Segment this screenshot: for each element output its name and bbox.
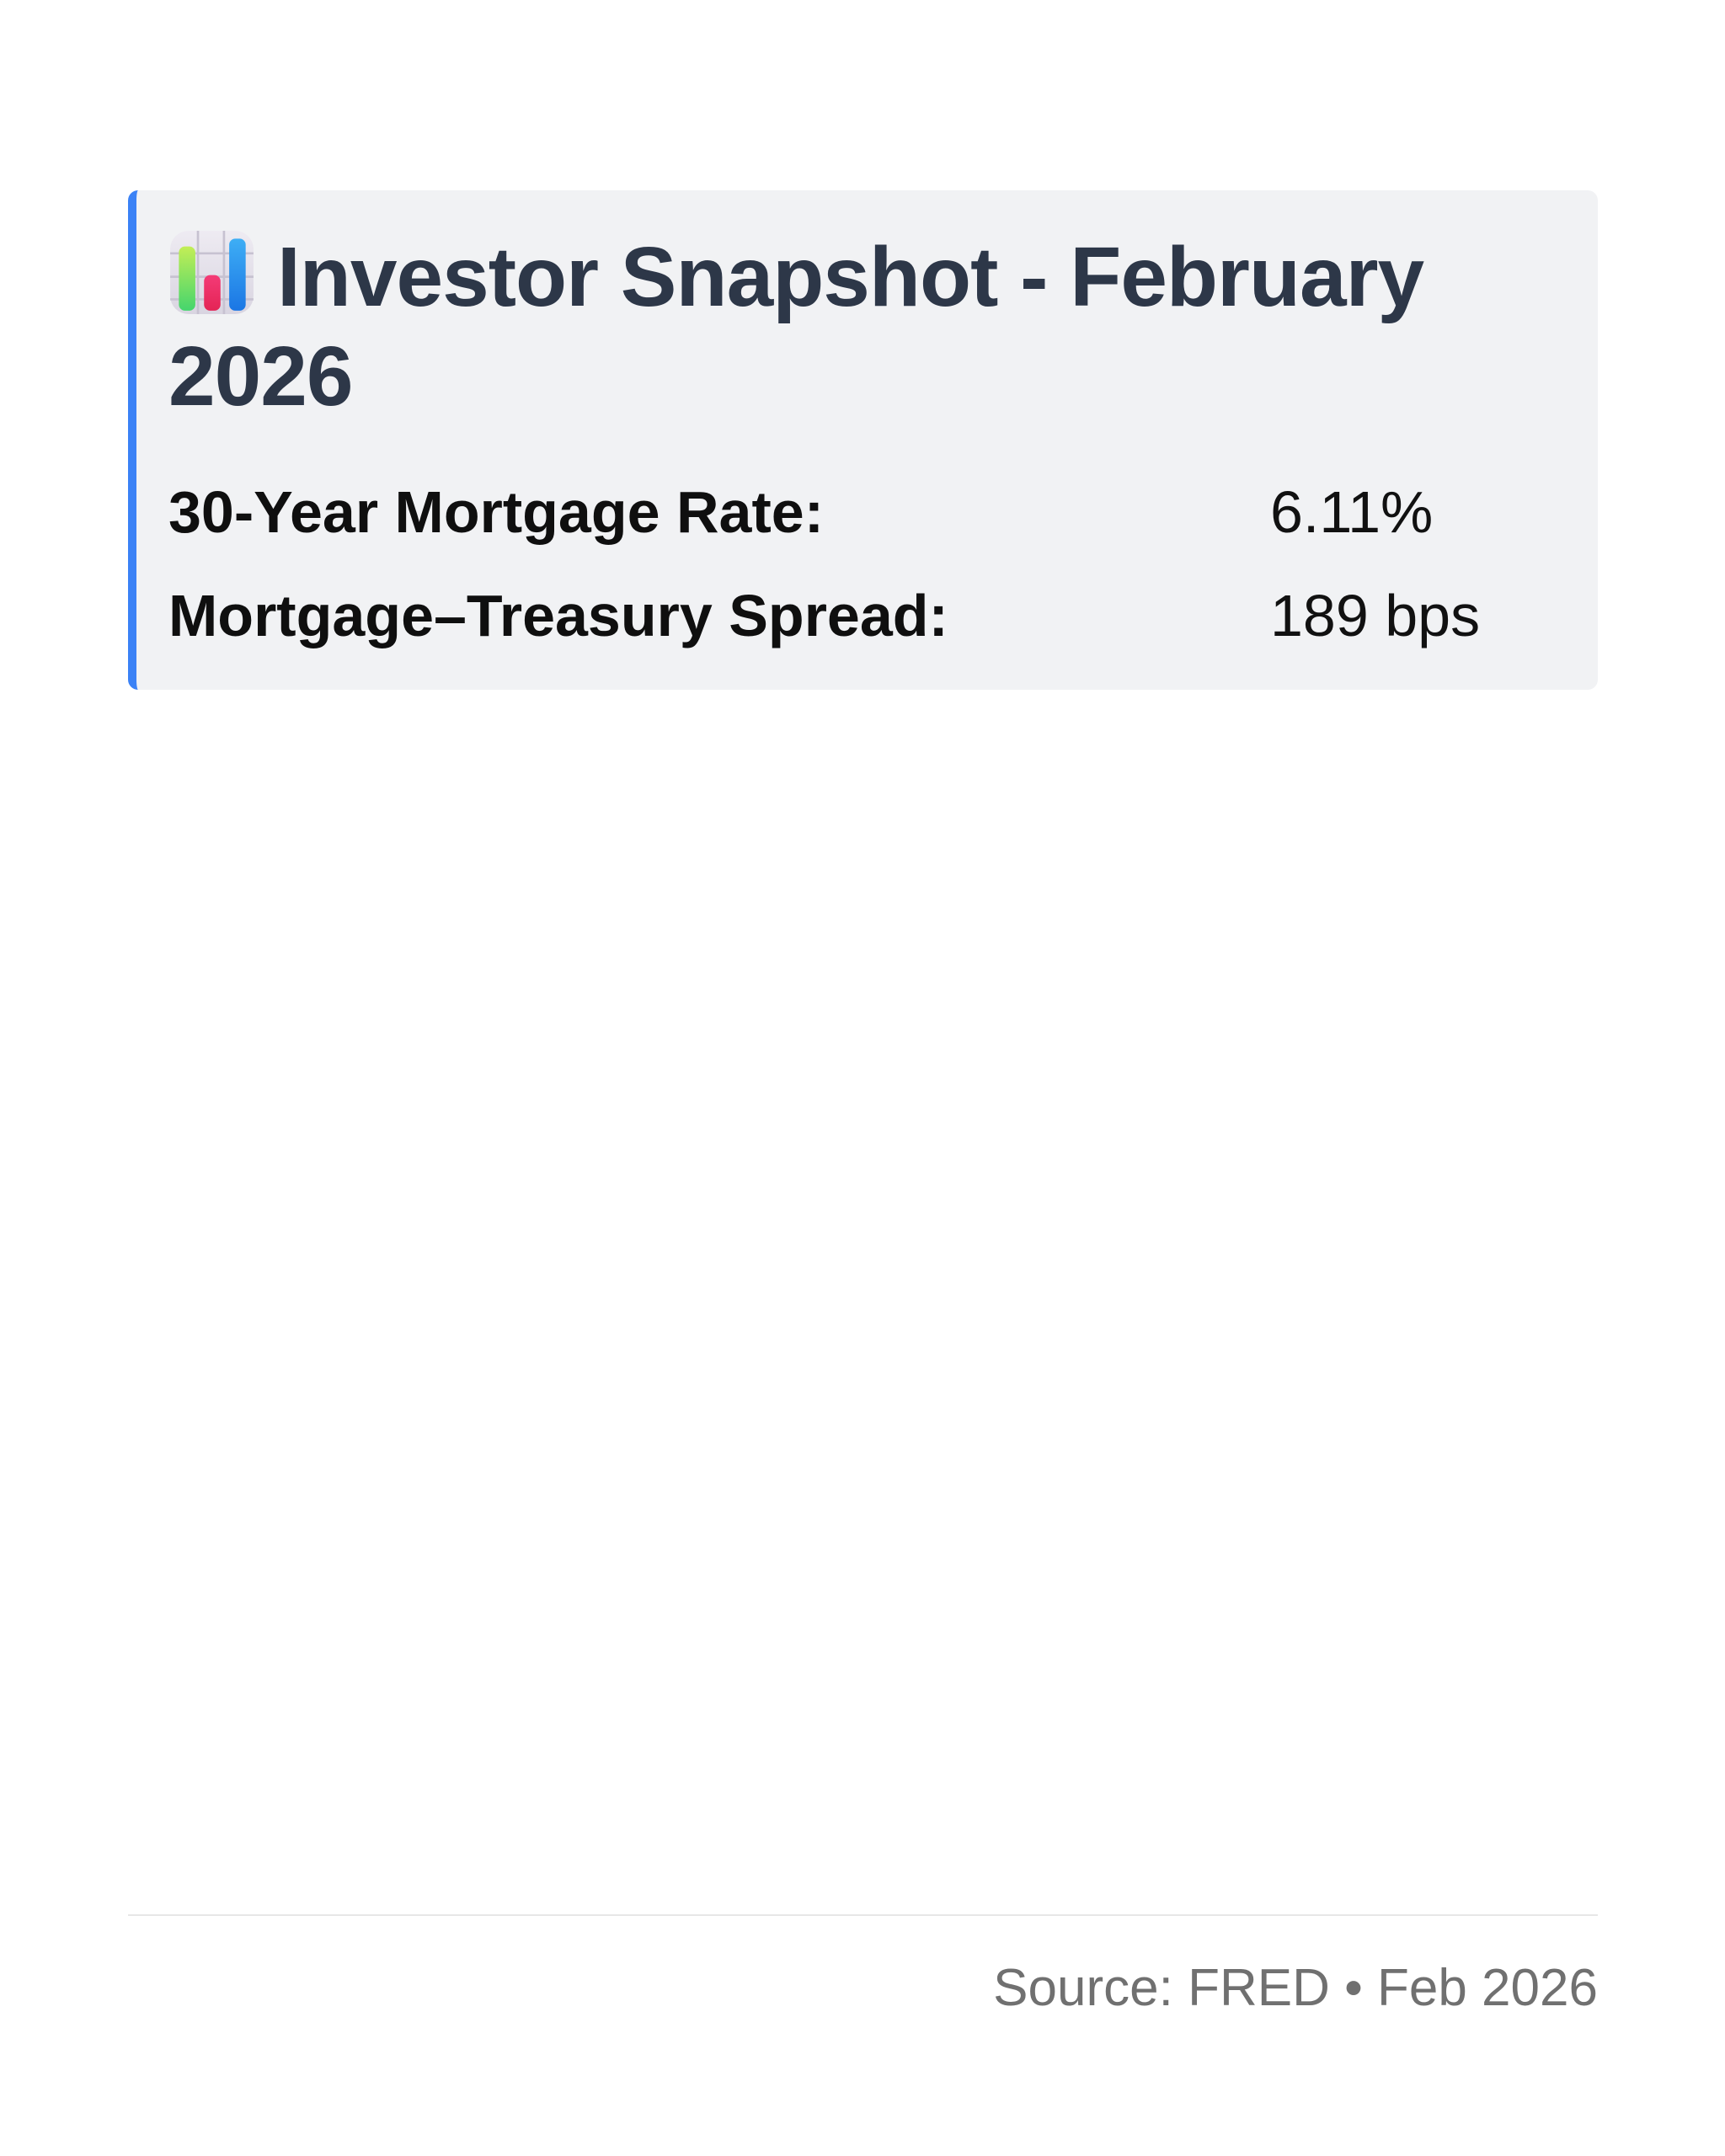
card-title-text: Investor Snapshot - February 2026 [168,230,1424,424]
empty-space [128,690,1598,1914]
metric-value: 189 bps [1270,583,1481,648]
bar-chart-icon [168,229,255,316]
metric-label: Mortgage–Treasury Spread: [168,583,948,648]
footer-divider [128,1914,1598,1916]
metric-label: 30-Year Mortgage Rate: [168,479,825,545]
metric-value: 6.11% [1270,479,1434,545]
metric-row-mortgage-rate: 30-Year Mortgage Rate: 6.11% [168,477,1564,547]
source-attribution: Source: FRED • Feb 2026 [993,1959,1598,2017]
investor-snapshot-card: Investor Snapshot - February 2026 30-Yea… [128,190,1598,690]
metric-row-treasury-spread: Mortgage–Treasury Spread: 189 bps [168,580,1564,651]
card-title: Investor Snapshot - February 2026 [168,227,1564,426]
metrics-table: 30-Year Mortgage Rate: 6.11% Mortgage–Tr… [168,477,1564,651]
